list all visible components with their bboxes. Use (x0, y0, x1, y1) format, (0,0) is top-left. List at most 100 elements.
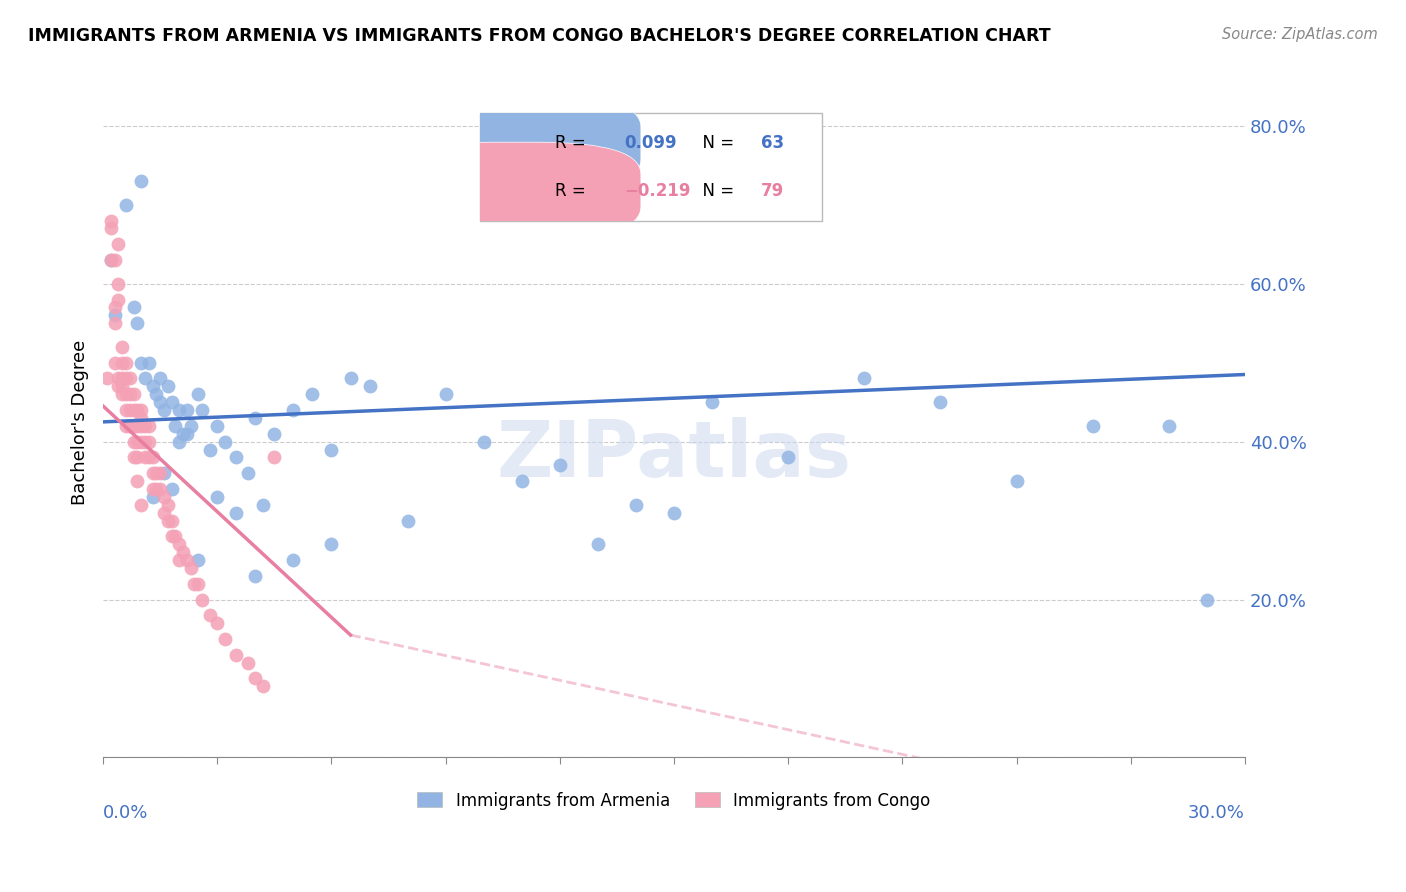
Point (187, 553, 209, 567)
Point (167, 403, 190, 417)
Point (103, 253, 125, 268)
Point (142, 379, 165, 393)
Point (252, 498, 274, 512)
Point (236, 466, 259, 480)
Point (115, 387, 138, 401)
Point (236, 656, 259, 670)
Point (153, 403, 176, 417)
Point (245, 411, 267, 425)
Point (187, 387, 209, 401)
Point (586, 537, 609, 551)
Point (103, 301, 125, 315)
Point (172, 426, 194, 441)
Point (214, 632, 236, 646)
Point (778, 450, 800, 465)
Point (301, 387, 323, 401)
Point (127, 474, 149, 488)
Point (160, 529, 183, 543)
Y-axis label: Bachelor's Degree: Bachelor's Degree (72, 339, 89, 505)
Point (183, 576, 205, 591)
Point (180, 418, 202, 433)
Point (127, 403, 149, 417)
Point (142, 450, 165, 465)
Point (138, 450, 160, 465)
Point (145, 466, 167, 480)
Point (321, 537, 343, 551)
Point (548, 458, 571, 473)
Point (142, 466, 165, 480)
Point (176, 553, 198, 567)
Point (122, 403, 145, 417)
Point (225, 648, 247, 662)
Point (138, 418, 160, 433)
Point (176, 403, 198, 417)
Point (118, 418, 141, 433)
Point (129, 174, 152, 188)
Point (96, 371, 118, 385)
Point (129, 356, 152, 370)
Point (214, 434, 236, 449)
Point (160, 482, 183, 496)
Point (129, 434, 152, 449)
Point (156, 514, 179, 528)
Point (107, 293, 129, 307)
Point (111, 371, 134, 385)
Point (115, 418, 138, 433)
Point (283, 403, 305, 417)
Point (263, 450, 285, 465)
Point (127, 418, 149, 433)
Text: ZIPatlas: ZIPatlas (496, 417, 852, 493)
Point (149, 466, 172, 480)
Point (207, 490, 229, 504)
Point (145, 482, 167, 496)
Point (122, 418, 145, 433)
Point (1005, 474, 1028, 488)
Text: IMMIGRANTS FROM ARMENIA VS IMMIGRANTS FROM CONGO BACHELOR'S DEGREE CORRELATION C: IMMIGRANTS FROM ARMENIA VS IMMIGRANTS FR… (28, 27, 1050, 45)
Point (700, 395, 723, 409)
Point (145, 387, 167, 401)
Point (853, 371, 876, 385)
Point (172, 545, 194, 559)
Point (134, 371, 156, 385)
Point (134, 434, 156, 449)
Point (118, 418, 141, 433)
Point (100, 213, 122, 227)
Point (167, 434, 190, 449)
Point (662, 506, 685, 520)
Point (359, 379, 381, 393)
Point (165, 529, 187, 543)
Point (156, 379, 179, 393)
Point (115, 371, 138, 385)
Point (1081, 418, 1104, 433)
Point (245, 569, 267, 583)
Point (138, 356, 160, 370)
Point (225, 506, 247, 520)
Point (1195, 592, 1218, 607)
Point (339, 371, 361, 385)
Point (111, 387, 134, 401)
Point (149, 371, 172, 385)
Point (118, 403, 141, 417)
Point (153, 490, 176, 504)
Point (122, 434, 145, 449)
Point (107, 277, 129, 291)
Point (118, 387, 141, 401)
Point (138, 434, 160, 449)
Point (115, 198, 138, 212)
Point (434, 387, 457, 401)
Point (207, 616, 229, 631)
Point (107, 237, 129, 252)
Point (187, 576, 209, 591)
Point (142, 490, 165, 504)
Point (245, 672, 267, 686)
Text: 0.0%: 0.0% (103, 805, 149, 822)
Point (142, 482, 165, 496)
Point (167, 553, 190, 567)
Point (129, 498, 152, 512)
Point (180, 561, 202, 575)
Point (252, 679, 274, 693)
Point (153, 466, 176, 480)
Point (160, 395, 183, 409)
Point (118, 371, 141, 385)
Point (929, 395, 952, 409)
